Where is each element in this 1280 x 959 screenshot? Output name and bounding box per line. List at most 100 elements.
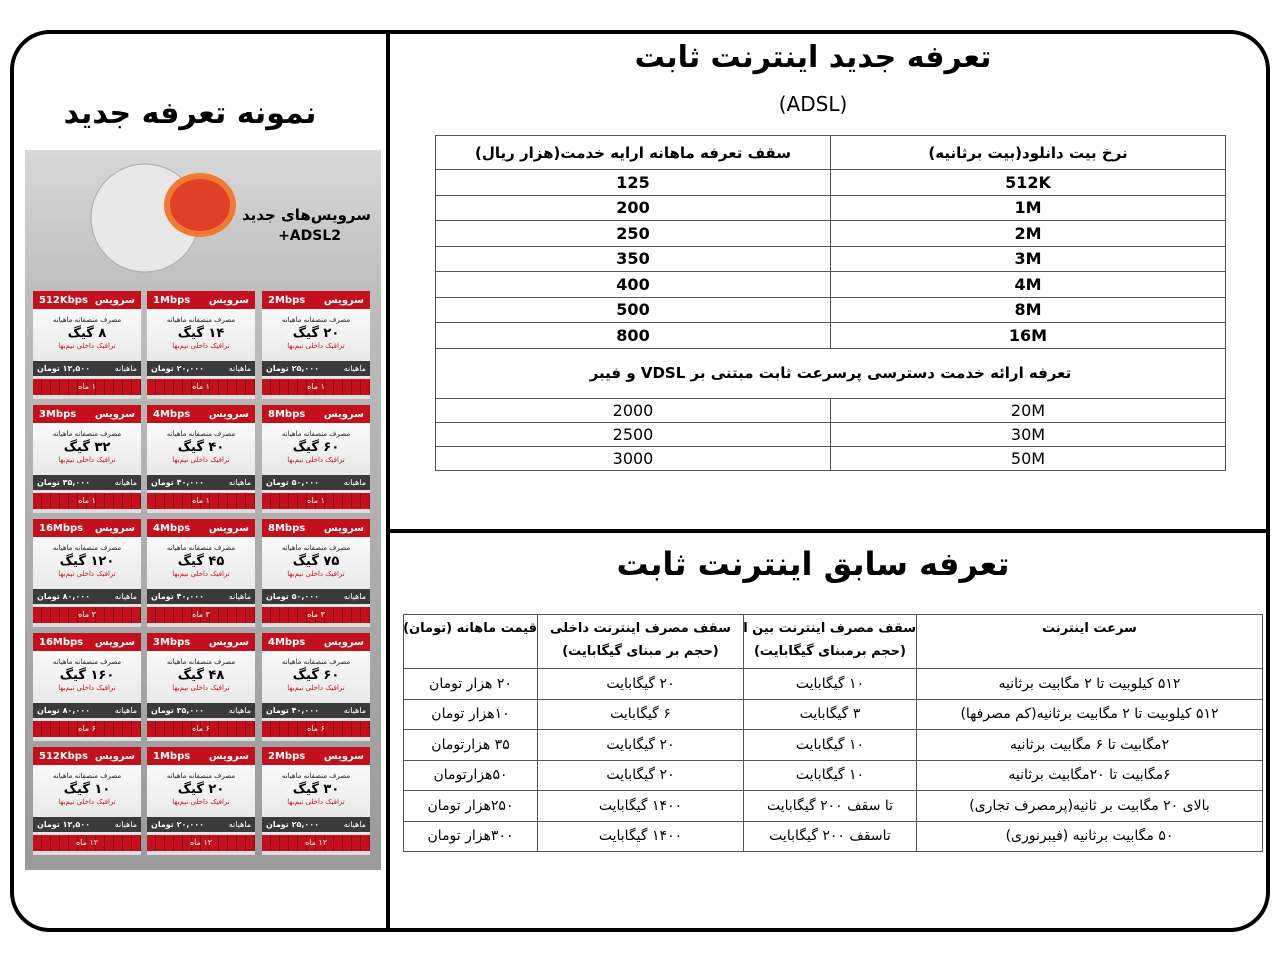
table-row: 2M 250 [435, 220, 1226, 247]
old-tariff-title: تعرفه سابق اینترنت ثابت [616, 545, 1010, 583]
card-period: ۶ ماه [147, 721, 255, 737]
card-period: ۱ ماه [262, 493, 370, 509]
card-volume: ۴۰ گیگ [177, 440, 225, 455]
card-volume: ۱۰ گیگ [63, 782, 111, 797]
card-service-label: سرویس [208, 636, 249, 648]
card-period: ۱۲ ماه [33, 835, 141, 851]
card-service-label: سرویس [323, 636, 364, 648]
card-price-bar: ماهیانه ۲۵,۰۰۰ تومان [262, 361, 370, 376]
card-note: ترافیک داخلی نیم‌بها [287, 342, 345, 350]
card-note: ترافیک داخلی نیم‌بها [287, 684, 345, 692]
card-price-label: ماهیانه [343, 592, 366, 601]
card-price-label: ماهیانه [228, 478, 251, 487]
table-cell: ۳۵ هزارتومان [403, 729, 538, 761]
card-usage-label: مصرف منصفانه ماهیانه [281, 658, 351, 666]
card-period: ۱ ماه [147, 493, 255, 509]
table-cell: ۱۴۰۰ گیگابایت [537, 790, 744, 822]
card-header: سرویس 4Mbps [147, 405, 255, 423]
table-cell: تا سقف ۲۰۰ گیگابایت [743, 790, 917, 822]
card-usage-label: مصرف منصفانه ماهیانه [166, 430, 236, 438]
table-row: ۲مگابیت تا ۶ مگابیت برثانیه ۱۰ گیگابایت ۲۰… [403, 729, 1263, 761]
card-price: ۵۰,۰۰۰ تومان [266, 478, 320, 487]
card-volume: ۳۲ گیگ [63, 440, 111, 455]
section-cell: تعرفه ارائه خدمت دسترسی پرسرعت ثابت مبتن… [435, 347, 1226, 399]
card-service: 512Kbps [39, 294, 88, 306]
card-price: ۴۰,۰۰۰ تومان [151, 478, 205, 487]
card-price: ۴۰,۰۰۰ تومان [266, 706, 320, 715]
card-volume: ۶۰ گیگ [292, 668, 340, 683]
card-usage-label: مصرف منصفانه ماهیانه [52, 658, 122, 666]
card-price-label: ماهیانه [228, 364, 251, 373]
card-price-label: ماهیانه [228, 592, 251, 601]
card-price: ۸۰,۰۰۰ تومان [37, 706, 91, 715]
new-tariff-title: تعرفه جدید اینترنت ثابت [634, 40, 992, 75]
card-period: ۳ ماه [147, 607, 255, 623]
table-cell: 50M [830, 445, 1226, 471]
card-price-bar: ماهیانه ۵۰,۰۰۰ تومان [262, 475, 370, 490]
table-row: 4M 400 [435, 271, 1226, 298]
card-note: ترافیک داخلی نیم‌بها [287, 456, 345, 464]
card-note: ترافیک داخلی نیم‌بها [172, 798, 230, 806]
table-cell: 250 [435, 220, 831, 247]
card-volume: ۲۰ گیگ [177, 782, 225, 797]
table-row: 512K 125 [435, 169, 1226, 196]
card-price-label: ماهیانه [114, 364, 137, 373]
promo-text: سرویس‌های جدید [241, 206, 371, 224]
card-price-label: ماهیانه [343, 478, 366, 487]
header-sub: (حجم برمبنای گیگابایت) [753, 644, 906, 659]
card-period: ۳ ماه [33, 607, 141, 623]
card-service-label: سرویس [323, 294, 364, 306]
card-usage-label: مصرف منصفانه ماهیانه [281, 772, 351, 780]
divider [386, 32, 390, 930]
table-cell: ۳ گیگابایت [743, 698, 917, 730]
card-price: ۲۰,۰۰۰ تومان [151, 364, 205, 373]
card-service-label: سرویس [323, 408, 364, 420]
card-service-label: سرویس [208, 750, 249, 762]
table-cell: ۱۴۰۰ گیگابایت [537, 820, 744, 852]
card-price-label: ماهیانه [114, 478, 137, 487]
sample-title: نمونه تعرفه جدید [63, 96, 317, 131]
header-cell: سرعت اینترنت [916, 614, 1263, 669]
table-row: 20M 2000 [435, 397, 1226, 423]
frame [10, 30, 1270, 932]
table-cell: 3M [830, 245, 1226, 272]
card-service: 2Mbps [268, 294, 306, 306]
table-cell: ۵۱۲ کیلوبیت تا ۲ مگابیت برثانیه(کم مصرفه… [916, 698, 1263, 730]
header-cell: سقف مصرف اینترنت داخلی (حجم بر مبنای گیگا… [537, 614, 744, 669]
tariff-card: سرویس 4Mbps مصرف منصفانه ماهیانه ۴۰ گیگ تراف… [147, 405, 255, 513]
card-price-label: ماهیانه [343, 706, 366, 715]
table-row: ۵۱۲ کیلوبیت تا ۲ مگابیت برثانیه(کم مصرفه… [403, 698, 1263, 730]
card-service: 4Mbps [268, 636, 306, 648]
table-cell: ۶مگابیت تا ۲۰مگابیت برثانیه [916, 759, 1263, 791]
fruit-illustration [90, 163, 236, 273]
card-period: ۶ ماه [262, 721, 370, 737]
card-service: 1Mbps [153, 750, 191, 762]
card-price-bar: ماهیانه ۴۰,۰۰۰ تومان [147, 475, 255, 490]
card-volume: ۱۲۰ گیگ [59, 554, 115, 569]
card-price: ۲۵,۰۰۰ تومان [266, 364, 320, 373]
card-service: 16Mbps [39, 522, 84, 534]
card-note: ترافیک داخلی نیم‌بها [172, 456, 230, 464]
card-header: سرویس 3Mbps [147, 633, 255, 651]
card-note: ترافیک داخلی نیم‌بها [172, 684, 230, 692]
header-cell: سقف تعرفه ماهانه ارایه خدمت(هزار ریال) [435, 135, 831, 170]
section-row: تعرفه ارائه خدمت دسترسی پرسرعت ثابت مبتن… [435, 347, 1226, 399]
card-price-label: ماهیانه [114, 820, 137, 829]
card-service: 2Mbps [268, 750, 306, 762]
table-cell: ۲۰ گیگابایت [537, 759, 744, 791]
tariff-card: سرویس 3Mbps مصرف منصفانه ماهیانه ۴۸ گیگ تراف… [147, 633, 255, 741]
table-cell: ۲مگابیت تا ۶ مگابیت برثانیه [916, 729, 1263, 761]
card-header: سرویس 2Mbps [262, 291, 370, 309]
table-cell: ۱۰هزار تومان [403, 698, 538, 730]
card-service: 4Mbps [153, 408, 191, 420]
card-price: ۲۰,۰۰۰ تومان [151, 820, 205, 829]
card-note: ترافیک داخلی نیم‌بها [58, 684, 116, 692]
table-cell: ۱۰ گیگابایت [743, 729, 917, 761]
card-header: سرویس 8Mbps [262, 405, 370, 423]
card-header: سرویس 4Mbps [147, 519, 255, 537]
table-cell: تاسقف ۲۰۰ گیگابایت [743, 820, 917, 852]
card-volume: ۷۵ گیگ [292, 554, 340, 569]
card-service: 8Mbps [268, 522, 306, 534]
card-header: سرویس 16Mbps [33, 633, 141, 651]
card-header: سرویس 512Kbps [33, 747, 141, 765]
